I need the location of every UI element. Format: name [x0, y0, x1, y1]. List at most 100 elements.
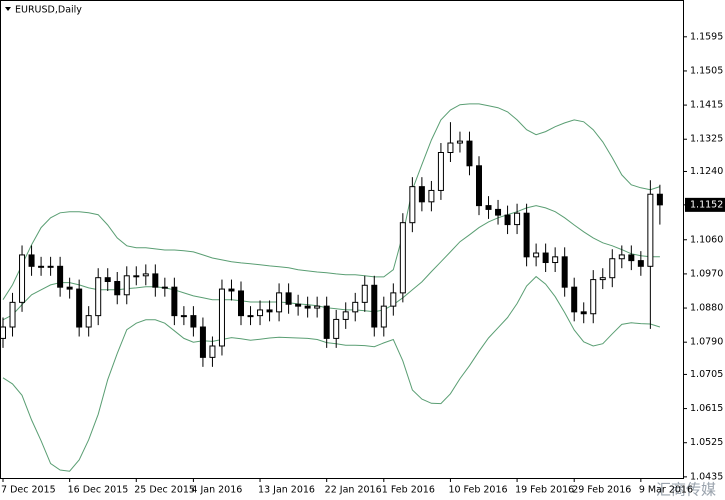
y-tick-label: 1.1505	[690, 65, 723, 76]
candle-body	[647, 193, 654, 267]
x-tick-label: 1 Feb 2016	[382, 485, 435, 496]
y-tick-label: 1.0970	[690, 268, 723, 279]
x-tick-label: 4 Jan 2016	[191, 485, 242, 496]
candle-body	[0, 326, 6, 339]
candle-body	[333, 318, 340, 339]
candle-body	[218, 288, 225, 347]
candle-body	[133, 275, 140, 278]
candle-body	[199, 326, 206, 358]
bollinger-band	[2, 205, 660, 321]
candle-body	[209, 345, 216, 358]
x-tick-label: 9 Mar 2016	[639, 485, 693, 496]
x-tick-label: 7 Dec 2015	[1, 485, 56, 496]
candle-body	[314, 305, 321, 309]
y-tick-label: 1.0435	[690, 471, 723, 482]
candle-body	[57, 265, 64, 288]
candle-body	[466, 140, 473, 167]
candle-body	[171, 286, 178, 317]
candle-body	[476, 165, 482, 207]
x-tick-label: 13 Jan 2016	[258, 485, 315, 496]
y-tick-label: 1.1415	[690, 100, 723, 111]
candle-body	[561, 256, 568, 288]
bollinger-band	[2, 103, 661, 300]
candle-body	[47, 265, 54, 268]
candle-body	[618, 254, 625, 260]
x-tick-label: 25 Dec 2015	[134, 485, 195, 496]
candle-body	[19, 254, 26, 303]
bollinger-band	[2, 275, 661, 472]
watermark: 汇商传媒	[656, 481, 716, 499]
x-tick-label: 10 Feb 2016	[448, 485, 507, 496]
candle-body	[142, 273, 149, 277]
candle-body	[428, 189, 435, 203]
candle-body	[609, 258, 616, 279]
candle-body	[580, 311, 587, 315]
candle-body	[85, 315, 92, 328]
candle-body	[409, 186, 416, 224]
candle-body	[38, 265, 45, 268]
y-tick-label: 1.1325	[690, 134, 723, 145]
candle-body	[590, 279, 597, 315]
candle-body	[504, 214, 511, 226]
candle-body	[571, 286, 578, 313]
candle-body	[352, 301, 359, 313]
candle-body	[161, 286, 168, 289]
candle-body	[542, 252, 549, 264]
candle-body	[552, 256, 559, 264]
y-tick-label: 1.0880	[690, 303, 723, 314]
candle-body	[456, 140, 463, 144]
x-tick-label: 16 Dec 2015	[68, 485, 129, 496]
candle-body	[257, 309, 264, 317]
candle-body	[514, 212, 521, 226]
candle-body	[123, 275, 130, 296]
candle-body	[533, 252, 540, 258]
candle-body	[66, 286, 73, 290]
y-tick-label: 1.1240	[690, 166, 723, 177]
chart-title: EURUSD,Daily	[15, 5, 82, 16]
x-tick-label: 29 Feb 2016	[572, 485, 631, 496]
candle-body	[342, 311, 349, 320]
y-tick-label: 1.0615	[690, 403, 723, 414]
candle-body	[28, 254, 35, 267]
plot-frame	[0, 0, 684, 479]
current-price-box	[685, 197, 725, 212]
candle-body	[390, 292, 397, 307]
candle-body	[228, 288, 235, 292]
candle-body	[95, 277, 102, 317]
candle-body	[656, 193, 663, 206]
candle-body	[247, 315, 254, 318]
candle-body	[361, 284, 368, 303]
x-tick-label: 22 Jan 2016	[325, 485, 382, 496]
candle-body	[628, 254, 635, 262]
y-tick-label: 1.1595	[690, 31, 723, 42]
candle-body	[238, 290, 244, 317]
candle-body	[523, 212, 530, 258]
candle-body	[495, 208, 502, 216]
candle-body	[437, 152, 444, 191]
candle-body	[104, 277, 111, 282]
y-tick-label: 1.0705	[690, 369, 723, 380]
candle-body	[371, 284, 378, 328]
candle-body	[637, 260, 644, 267]
candle-body	[447, 142, 454, 154]
candle-body	[190, 315, 197, 328]
candle-body	[76, 288, 83, 328]
candle-body	[266, 309, 273, 313]
current-price-label: 1.1152	[690, 199, 723, 210]
x-tick-label: 19 Feb 2016	[515, 485, 574, 496]
y-tick-label: 1.0525	[690, 437, 723, 448]
candle-body	[152, 273, 159, 288]
candle-body	[9, 301, 16, 328]
candle-body	[380, 305, 387, 328]
candle-body	[485, 205, 492, 210]
candle-body	[114, 280, 121, 296]
candle-body	[599, 277, 606, 281]
candle-body	[180, 315, 187, 318]
candle-body	[323, 305, 330, 339]
candle-body	[285, 292, 292, 305]
y-tick-label: 1.1060	[690, 234, 723, 245]
candle-body	[304, 305, 311, 309]
y-tick-label: 1.0790	[690, 337, 723, 348]
